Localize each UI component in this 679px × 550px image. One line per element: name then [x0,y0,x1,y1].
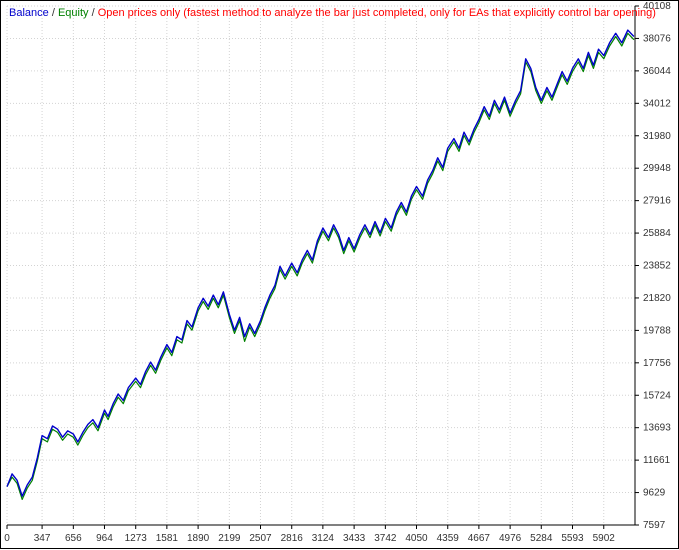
equity-chart: 7597 9629 11661 13693 15724 17756 19788 21820 23… [0,0,679,549]
svg-text:4050: 4050 [405,533,428,544]
svg-text:3124: 3124 [312,533,335,544]
legend-item: Open prices only (fastest method to anal… [98,7,656,19]
svg-text:13693: 13693 [643,423,671,434]
svg-text:5902: 5902 [593,533,616,544]
svg-text:5284: 5284 [530,533,553,544]
chart-canvas: 7597 9629 11661 13693 15724 17756 19788 21820 23… [1,1,679,550]
svg-text:5593: 5593 [561,533,584,544]
chart-legend: Balance / Equity / Open prices only (fas… [9,7,656,19]
svg-text:7597: 7597 [643,520,666,531]
svg-text:1273: 1273 [125,533,148,544]
svg-text:4976: 4976 [499,533,522,544]
svg-text:27916: 27916 [643,196,671,207]
svg-text:2507: 2507 [249,533,272,544]
svg-text:19788: 19788 [643,325,671,336]
svg-text:29948: 29948 [643,163,671,174]
svg-text:4667: 4667 [468,533,491,544]
svg-text:23852: 23852 [643,261,671,272]
svg-text:2199: 2199 [218,533,241,544]
svg-text:9629: 9629 [643,488,666,499]
svg-text:25884: 25884 [643,228,671,239]
svg-text:38076: 38076 [643,33,671,44]
svg-text:36044: 36044 [643,66,671,77]
svg-text:34012: 34012 [643,98,671,109]
svg-text:3742: 3742 [374,533,397,544]
svg-text:1581: 1581 [156,533,179,544]
svg-text:656: 656 [65,533,82,544]
svg-text:2816: 2816 [281,533,304,544]
legend-item: Balance [9,7,49,19]
svg-text:15724: 15724 [643,390,671,401]
svg-text:4359: 4359 [437,533,460,544]
svg-text:17756: 17756 [643,358,671,369]
legend-item: Equity [58,7,89,19]
svg-text:0: 0 [4,533,10,544]
svg-text:11661: 11661 [643,455,671,466]
svg-text:347: 347 [34,533,51,544]
svg-text:1890: 1890 [187,533,210,544]
svg-text:21820: 21820 [643,293,671,304]
svg-text:964: 964 [96,533,113,544]
svg-text:3433: 3433 [343,533,366,544]
svg-text:31980: 31980 [643,131,671,142]
